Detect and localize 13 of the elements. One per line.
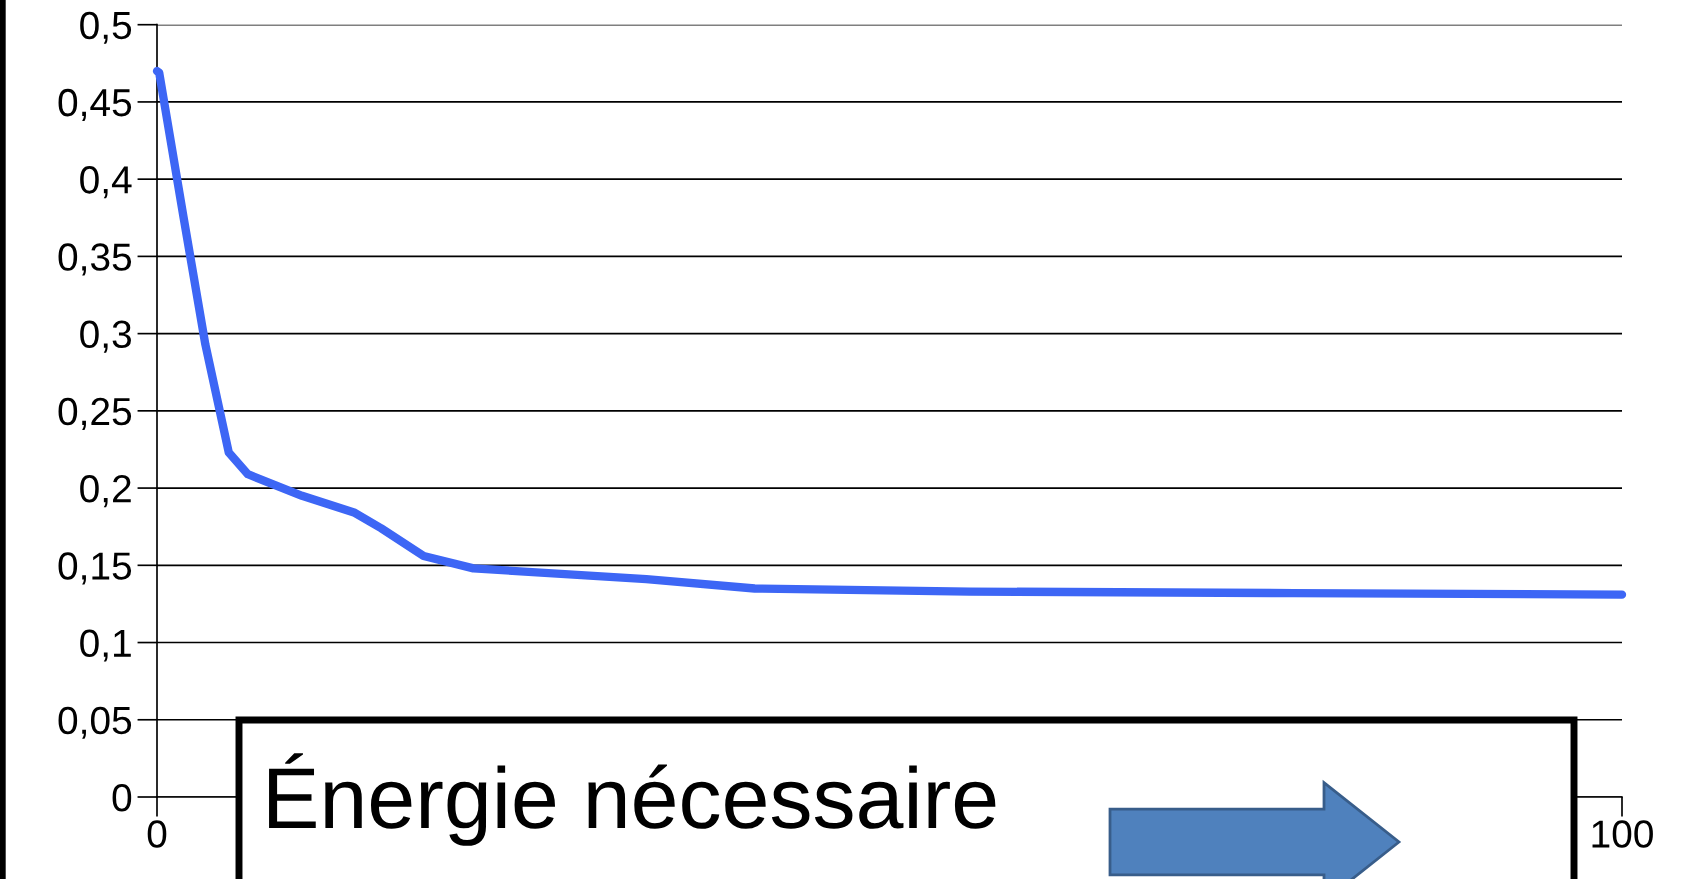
y-tick-label: 0,15: [58, 552, 132, 585]
y-tick-label: 0,05: [58, 706, 132, 739]
y-tick-label: 0,4: [80, 166, 132, 199]
y-tick-label: 0,35: [58, 243, 132, 276]
y-tick-label: 0,2: [80, 475, 131, 508]
y-tick-label: 0,3: [80, 320, 131, 353]
annotation: Énergie nécessaire: [269, 753, 996, 846]
y-tick-label: 0,1: [80, 629, 131, 662]
y-tick-label: 0: [112, 783, 132, 812]
y-tick-label: 0,25: [58, 397, 132, 430]
y-tick-label: 0,45: [58, 88, 132, 121]
y-tick-label: 0,5: [80, 11, 132, 44]
x-tick-label: 100: [1592, 820, 1653, 848]
